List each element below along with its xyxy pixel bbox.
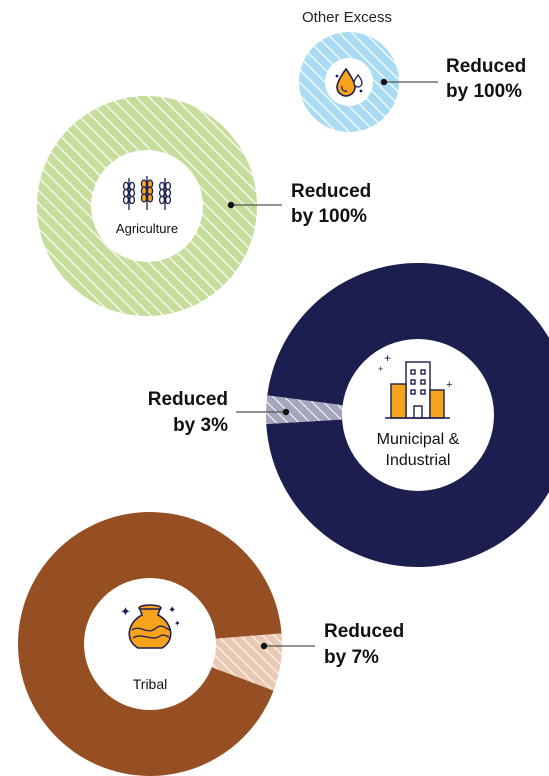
callout-dot-agriculture: [227, 201, 235, 209]
center-label-agriculture: Agriculture: [116, 221, 178, 236]
center-label-tribal: Tribal: [133, 676, 168, 692]
water-drops-icon: [335, 67, 363, 97]
chart-title-other-excess: Other Excess: [302, 9, 392, 26]
callout-line1-agriculture: Reduced: [291, 181, 371, 202]
donut-tribal: ✦ ✦ ✦ Tribal Reduced by 7%: [18, 512, 404, 776]
callout-line1-tribal: Reduced: [324, 621, 404, 642]
center-label-municipal-line1: Municipal &: [377, 431, 460, 448]
wheat-icon: [122, 176, 172, 210]
svg-text:✦: ✦: [174, 619, 181, 628]
svg-text:✦: ✦: [120, 604, 131, 619]
donut-municipal-industrial: + + + Municipal & Industrial Reduced by …: [148, 263, 549, 567]
svg-text:✦: ✦: [168, 605, 176, 616]
slice-remaining-municipal-industrial: [266, 263, 549, 567]
callout-line1-municipal-industrial: Reduced: [148, 389, 228, 410]
callout-line2-agriculture: by 100%: [291, 206, 367, 227]
callout-dot-municipal-industrial: [282, 408, 290, 416]
pottery-icon: ✦ ✦ ✦: [120, 604, 181, 649]
donut-other-excess: Other Excess Reduced by 100%: [299, 9, 526, 132]
callout-line2-municipal-industrial: by 3%: [173, 415, 228, 436]
donut-agriculture: Agriculture Reduced by 100%: [37, 96, 371, 316]
svg-text:+: +: [446, 379, 452, 391]
callout-line1-other-excess: Reduced: [446, 56, 526, 77]
svg-text:+: +: [378, 364, 383, 374]
center-label-municipal-line2: Industrial: [386, 452, 451, 469]
callout-dot-other-excess: [380, 78, 388, 86]
callout-line2-other-excess: by 100%: [446, 81, 522, 102]
callout-dot-tribal: [260, 642, 268, 650]
svg-text:+: +: [384, 351, 391, 365]
callout-line2-tribal: by 7%: [324, 647, 379, 668]
buildings-icon: + + +: [378, 351, 452, 419]
